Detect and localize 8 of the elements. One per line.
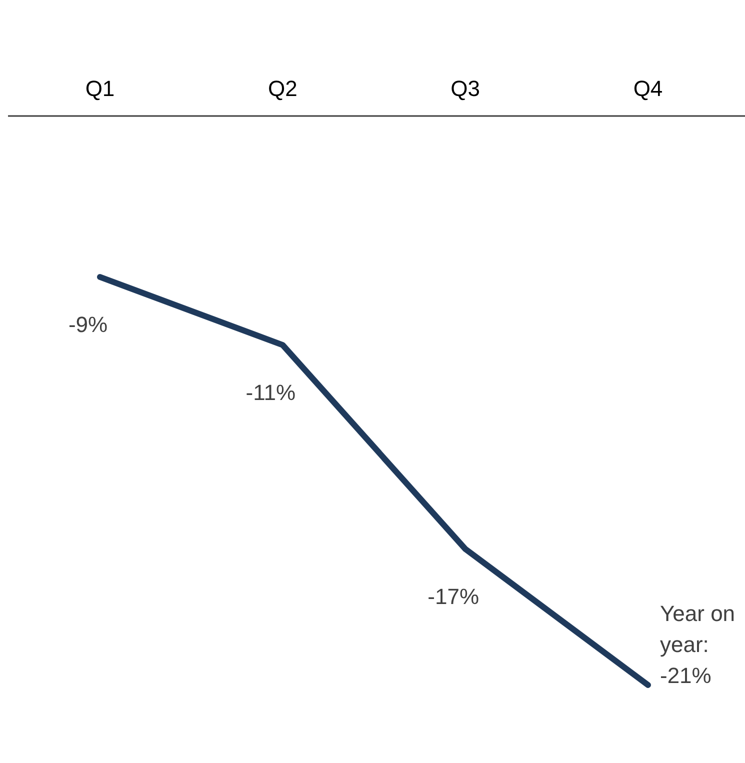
- x-tick-label: Q4: [633, 76, 663, 101]
- x-tick-label: Q2: [268, 76, 298, 101]
- x-tick-label: Q3: [450, 76, 480, 101]
- data-label: Year on year: -21%: [660, 601, 736, 688]
- data-label: -17%: [428, 584, 480, 609]
- data-label: -9%: [68, 312, 108, 337]
- x-tick-label: Q1: [85, 76, 115, 101]
- data-label: -11%: [246, 380, 296, 405]
